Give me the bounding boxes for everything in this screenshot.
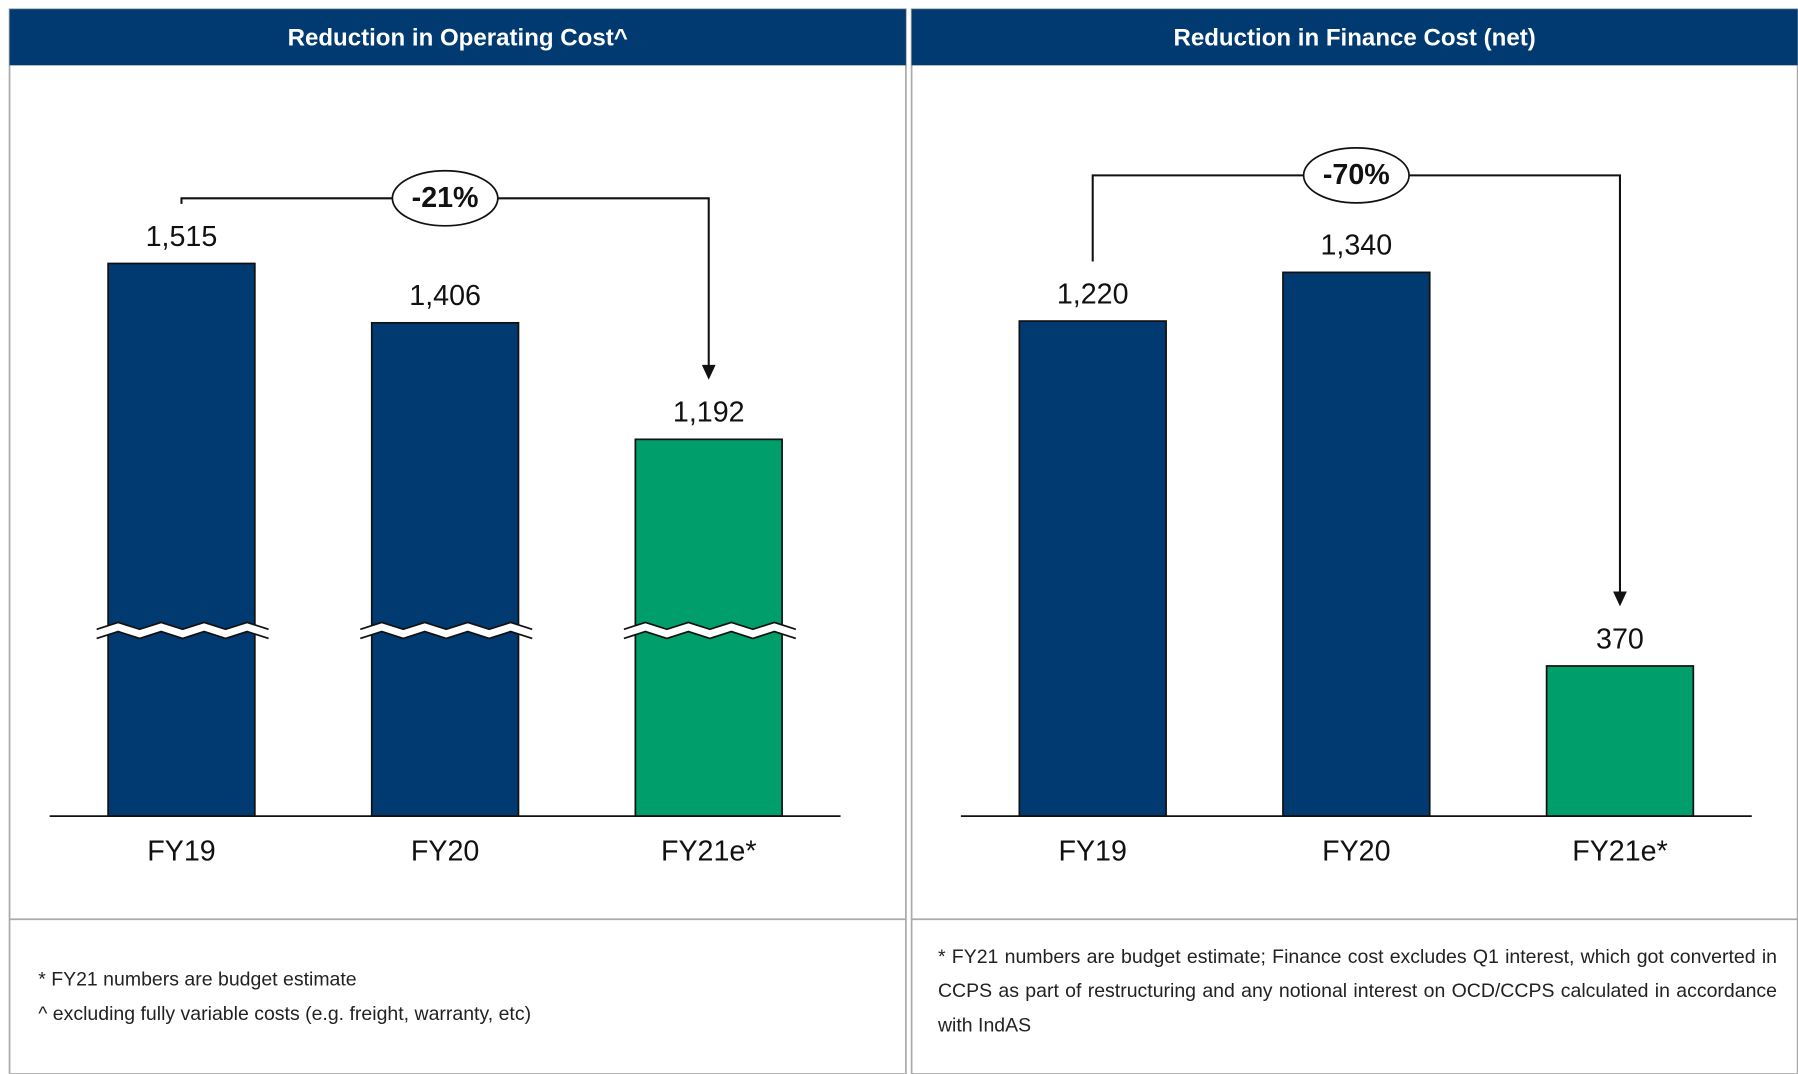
panel-header [9,9,906,66]
value-label: 1,340 [1321,230,1393,262]
bar [370,321,520,817]
value-label: 370 [1596,623,1644,655]
panel-border [8,8,907,1074]
x-tick-label: FY21e* [661,835,757,867]
bar [1018,320,1167,817]
axis-break [623,622,796,639]
axis-break [96,622,269,639]
value-label: 1,220 [1057,278,1129,310]
panel-title: Reduction in Finance Cost (net) [1173,24,1535,51]
x-tick-label: FY21e* [1572,835,1668,867]
footnote: ^ excluding fully variable costs (e.g. f… [38,1002,532,1025]
axis-break-line [623,621,797,631]
axis-break [360,622,533,639]
axis-break-line [360,630,533,640]
x-tick-label: FY20 [411,835,479,867]
bar [1282,271,1431,817]
axis-break-line [96,630,269,640]
axis-break-line [623,630,797,640]
footnote: * FY21 numbers are budget estimate [38,968,357,991]
panel-header [911,9,1798,66]
x-tick-label: FY19 [147,835,215,867]
x-tick-label: FY20 [1322,835,1390,867]
annotation-oval [1302,147,1410,204]
annotation: -70% [1323,159,1390,191]
x-tick-label: FY19 [1058,835,1126,867]
value-label: 1,406 [409,280,481,312]
annotation-oval [391,169,499,227]
bar [107,262,256,817]
arrowhead [1613,591,1627,607]
value-label: 1,515 [146,221,218,253]
footnotes: * FY21 numbers are budget estimate; Fina… [937,945,1777,1037]
arrowhead [701,364,716,380]
footnote: * FY21 numbers are budget estimate; Fina… [937,945,1777,1037]
axis-break-line [360,621,533,631]
footnotes: * FY21 numbers are budget estimate ^ excl… [38,968,532,1025]
axis-break-line [96,621,269,631]
bar [1545,665,1695,817]
panel-title: Reduction in Operating Cost^ [288,24,628,51]
value-label: 1,192 [673,397,745,429]
annotation: -21% [412,182,479,214]
